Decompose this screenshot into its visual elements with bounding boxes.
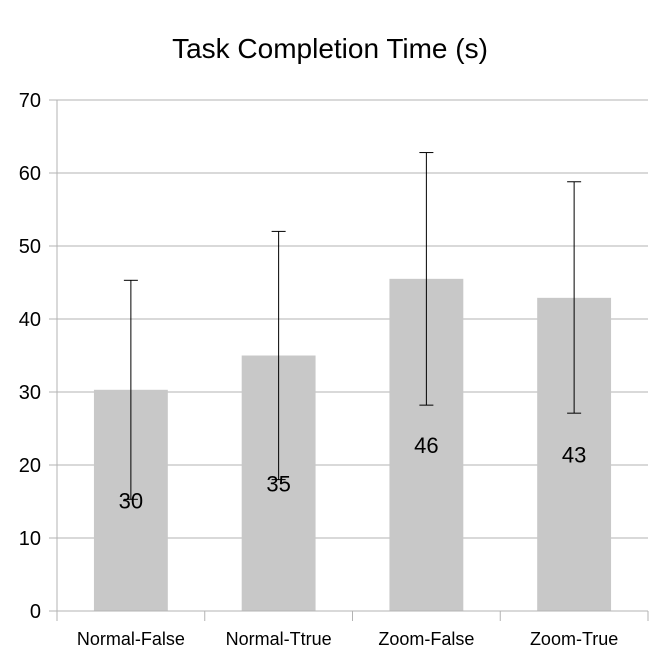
y-tick-label: 50: [19, 236, 41, 258]
y-tick-label: 30: [19, 382, 41, 404]
data-label: 35: [266, 471, 290, 496]
y-tick-label: 10: [19, 528, 41, 550]
data-labels: 30 35 46 43: [119, 433, 587, 513]
x-axis-categories: Normal-False Normal-Ttrue Zoom-False Zoom-T…: [77, 629, 618, 649]
y-tick-label: 40: [19, 309, 41, 331]
y-tick-label: 60: [19, 163, 41, 185]
data-label: 43: [562, 442, 586, 467]
x-category-label: Zoom-False: [378, 629, 474, 649]
y-tick-label: 0: [30, 601, 41, 623]
y-tick-label: 70: [19, 90, 41, 112]
error-bars: [123, 152, 582, 500]
bars: [93, 278, 612, 611]
x-category-label: Zoom-True: [530, 629, 618, 649]
data-label: 46: [414, 433, 438, 458]
x-category-label: Normal-Ttrue: [226, 629, 332, 649]
axes: [56, 100, 649, 621]
x-category-label: Normal-False: [77, 629, 185, 649]
y-tick-label: 20: [19, 455, 41, 477]
y-axis-ticks: 0 10 20 30 40 50 60 70: [19, 90, 57, 623]
chart-title: Task Completion Time (s): [172, 33, 488, 64]
data-label: 30: [119, 488, 143, 513]
